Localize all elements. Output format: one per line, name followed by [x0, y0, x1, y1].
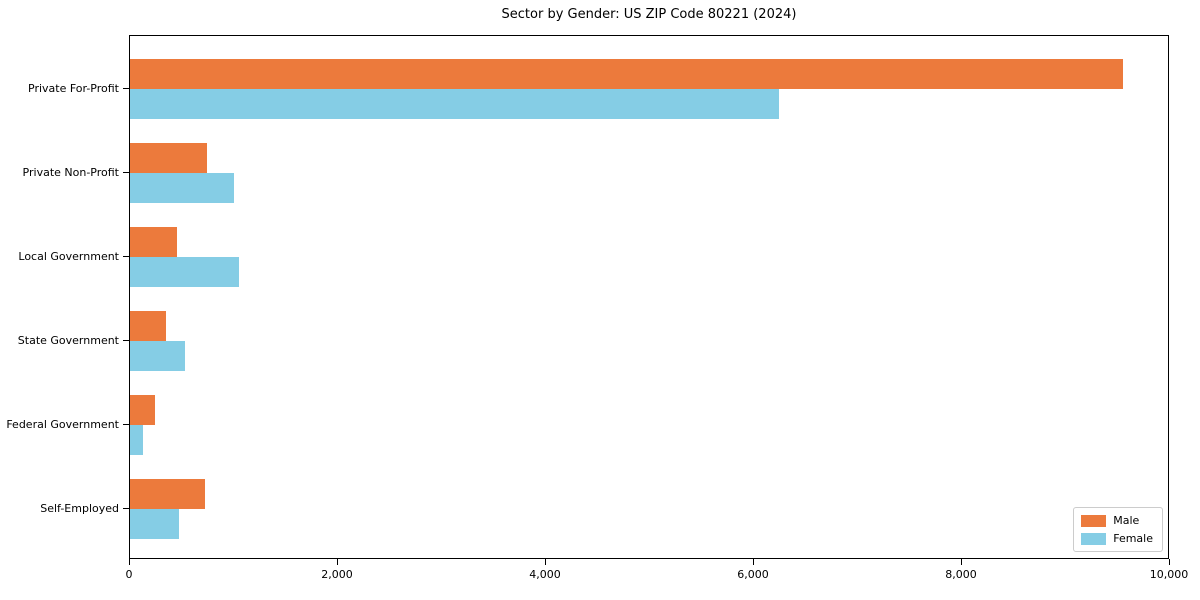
bar-male-3 — [130, 311, 167, 341]
y-tick-label-2: Local Government — [18, 249, 119, 263]
y-tick-label-1: Private Non-Profit — [22, 165, 119, 179]
y-tick-0 — [123, 88, 129, 89]
x-tick-1 — [337, 559, 338, 565]
bar-female-0 — [130, 89, 779, 119]
y-tick-3 — [123, 340, 129, 341]
y-tick-2 — [123, 256, 129, 257]
bar-male-5 — [130, 479, 205, 509]
y-tick-label-5: Self-Employed — [40, 501, 119, 515]
y-tick-label-0: Private For-Profit — [28, 81, 119, 95]
x-tick-5 — [1169, 559, 1170, 565]
x-tick-label-2: 4,000 — [529, 568, 561, 581]
bar-female-1 — [130, 173, 234, 203]
x-tick-2 — [545, 559, 546, 565]
y-tick-5 — [123, 508, 129, 509]
legend-label-female: Female — [1113, 532, 1153, 545]
x-tick-label-5: 10,000 — [1149, 568, 1189, 581]
x-tick-label-4: 8,000 — [945, 568, 977, 581]
legend-entry-female: Female — [1081, 532, 1153, 545]
bar-female-5 — [130, 509, 179, 539]
x-tick-4 — [961, 559, 962, 565]
x-tick-label-1: 2,000 — [321, 568, 353, 581]
plot-area: Male Female — [129, 35, 1169, 559]
y-tick-label-4: Federal Government — [6, 417, 119, 431]
legend: Male Female — [1073, 507, 1163, 552]
y-tick-1 — [123, 172, 129, 173]
legend-entry-male: Male — [1081, 514, 1153, 527]
bar-female-3 — [130, 341, 186, 371]
bar-female-4 — [130, 425, 143, 455]
y-tick-4 — [123, 424, 129, 425]
bar-male-4 — [130, 395, 155, 425]
x-tick-label-3: 6,000 — [737, 568, 769, 581]
x-tick-label-0: 0 — [125, 568, 133, 581]
bar-male-0 — [130, 59, 1124, 89]
legend-label-male: Male — [1113, 514, 1140, 527]
bar-male-1 — [130, 143, 207, 173]
bar-female-2 — [130, 257, 240, 287]
bar-male-2 — [130, 227, 177, 257]
y-tick-label-3: State Government — [17, 333, 119, 347]
x-tick-3 — [753, 559, 754, 565]
legend-swatch-female — [1081, 532, 1107, 545]
x-tick-0 — [129, 559, 130, 565]
legend-swatch-male — [1081, 514, 1107, 527]
chart-title: Sector by Gender: US ZIP Code 80221 (202… — [501, 7, 797, 22]
